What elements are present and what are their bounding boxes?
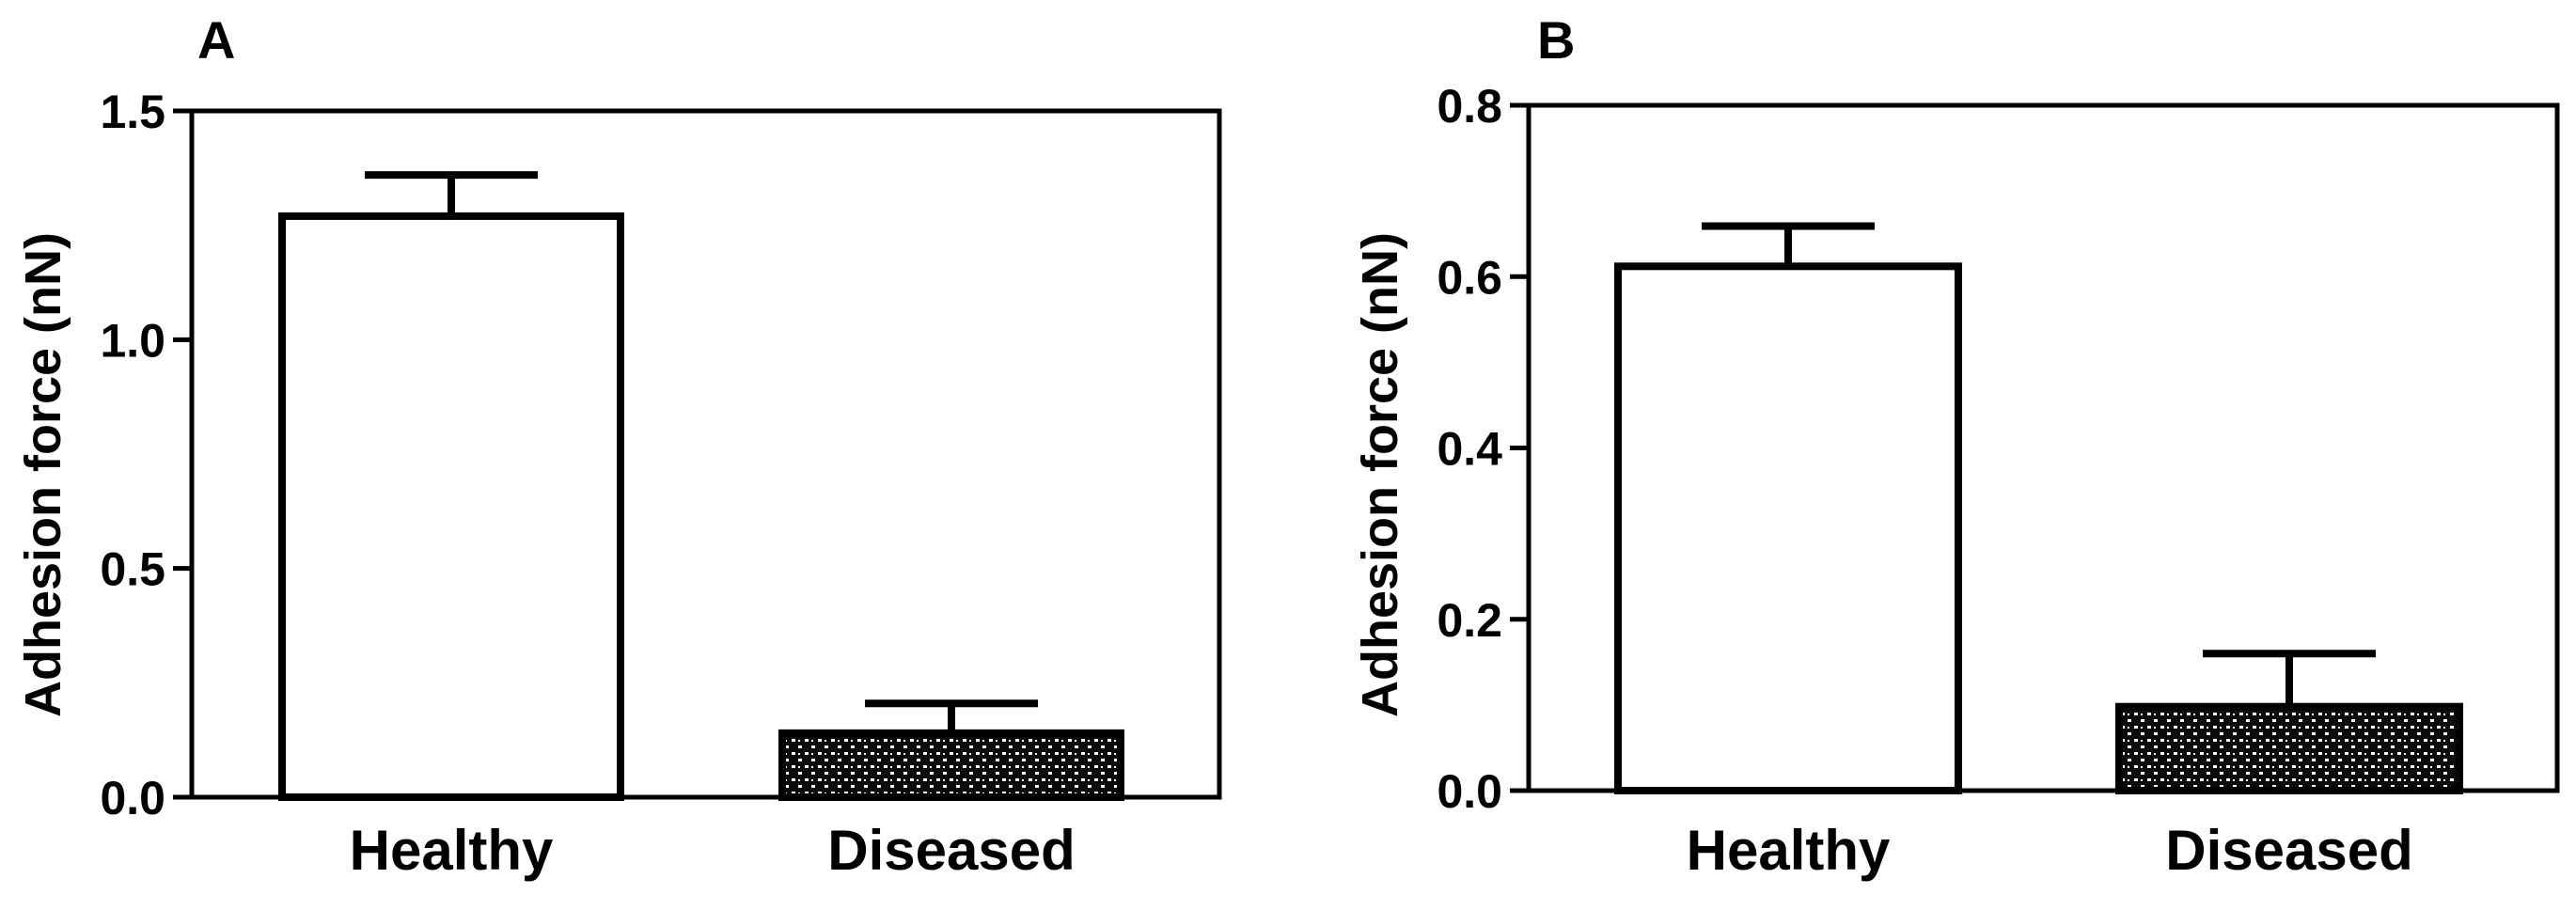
y-tick-label: 0.5: [100, 543, 165, 596]
y-tick-label: 1.0: [100, 314, 165, 367]
axes-frame: [189, 108, 1222, 800]
bar: [1614, 262, 1962, 794]
y-tick-label: 0.4: [1437, 423, 1502, 476]
x-tick-label: Healthy: [1687, 819, 1891, 882]
bar: [278, 212, 624, 801]
x-tick-label: Healthy: [350, 819, 554, 882]
y-tick-label: 0.8: [1437, 80, 1502, 133]
x-tick-label: Diseased: [2165, 819, 2413, 882]
plot-area: 0.0 0.2 0.4 0.6 0.8: [1437, 80, 2560, 818]
y-tick-label: 0.0: [1437, 765, 1502, 818]
x-tick-label: Diseased: [827, 819, 1076, 882]
y-tick-label: 0.0: [100, 772, 165, 824]
y-axis-label: Adhesion force (nN): [15, 232, 71, 717]
bar: [778, 729, 1124, 801]
y-tick-label: 0.6: [1437, 251, 1502, 304]
plot-area: 0.0 0.5 1.0 1.5: [100, 86, 1222, 824]
y-tick-label: 0.2: [1437, 594, 1502, 647]
panel-label: B: [1537, 10, 1575, 70]
panel-label: A: [197, 10, 235, 70]
y-tick-label: 1.5: [100, 86, 165, 138]
panel-b: B Adhesion force (nN) Healthy Diseased 0…: [1352, 10, 2560, 882]
bar: [2115, 702, 2463, 795]
y-axis-label: Adhesion force (nN): [1352, 232, 1408, 717]
panel-a: A Adhesion force (nN) Healthy Diseased 0…: [15, 10, 1222, 882]
